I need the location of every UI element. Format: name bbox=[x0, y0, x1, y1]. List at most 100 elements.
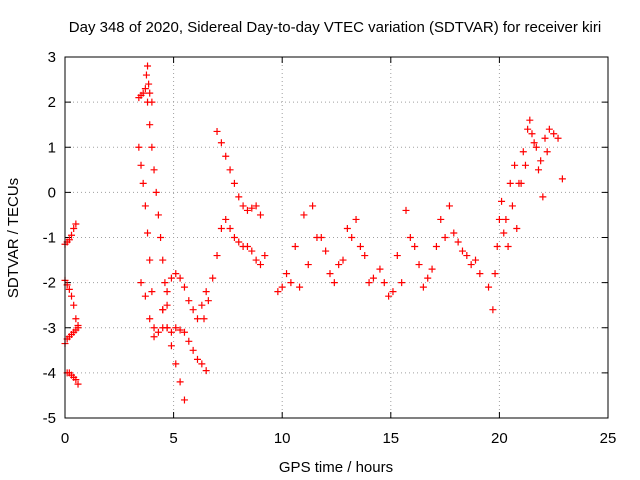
y-tick-label: 0 bbox=[48, 184, 56, 201]
y-axis-label: SDTVAR / TECUs bbox=[5, 178, 22, 298]
data-point-marker bbox=[193, 315, 201, 323]
data-point-marker bbox=[74, 380, 82, 388]
data-point-marker bbox=[489, 306, 497, 314]
data-point-marker bbox=[144, 98, 152, 106]
data-point-marker bbox=[148, 143, 156, 151]
data-point-marker bbox=[150, 166, 158, 174]
data-point-marker bbox=[148, 288, 156, 296]
data-point-marker bbox=[137, 161, 145, 169]
grid bbox=[65, 57, 608, 418]
data-point-marker bbox=[152, 188, 160, 196]
data-point-marker bbox=[144, 229, 152, 237]
data-point-marker bbox=[235, 238, 243, 246]
data-point-marker bbox=[243, 206, 251, 214]
data-point-marker bbox=[541, 134, 549, 142]
data-point-marker bbox=[217, 139, 225, 147]
data-point-marker bbox=[402, 206, 410, 214]
data-point-marker bbox=[415, 261, 423, 269]
data-point-marker bbox=[163, 288, 171, 296]
data-point-marker bbox=[441, 234, 449, 241]
y-tick-label: 3 bbox=[48, 49, 56, 66]
data-point-marker bbox=[532, 143, 540, 151]
data-point-marker bbox=[198, 301, 206, 309]
data-point-marker bbox=[463, 252, 471, 260]
data-point-marker bbox=[493, 243, 501, 251]
data-point-marker bbox=[172, 270, 180, 278]
data-point-marker bbox=[230, 179, 238, 187]
data-point-marker bbox=[550, 130, 558, 138]
x-tick-label: 5 bbox=[169, 430, 177, 447]
data-point-marker bbox=[172, 360, 180, 368]
data-point-marker bbox=[252, 202, 260, 210]
data-point-marker bbox=[313, 234, 321, 241]
data-point-marker bbox=[252, 256, 260, 264]
data-point-marker bbox=[256, 261, 264, 269]
data-point-marker bbox=[330, 279, 338, 287]
y-tick-label: -3 bbox=[43, 320, 56, 337]
data-point-marker bbox=[154, 211, 162, 219]
data-point-marker bbox=[193, 355, 201, 363]
data-point-marker bbox=[398, 279, 406, 287]
data-point-marker bbox=[304, 261, 312, 269]
x-tick-label: 0 bbox=[61, 430, 69, 447]
data-point-marker bbox=[432, 243, 440, 251]
data-point-marker bbox=[167, 274, 175, 282]
data-point-marker bbox=[189, 346, 197, 354]
data-point-marker bbox=[159, 256, 167, 264]
data-point-marker bbox=[343, 224, 351, 232]
data-point-marker bbox=[68, 292, 76, 300]
data-point-marker bbox=[506, 179, 514, 187]
data-point-marker bbox=[146, 89, 154, 97]
data-point-marker bbox=[213, 252, 221, 260]
data-point-marker bbox=[361, 252, 369, 260]
data-point-marker bbox=[485, 283, 493, 291]
plot-frame bbox=[64, 56, 609, 419]
data-point-marker bbox=[239, 202, 247, 210]
data-point-marker bbox=[226, 224, 234, 232]
data-point-marker bbox=[142, 71, 150, 79]
data-point-marker bbox=[543, 148, 551, 156]
data-point-marker bbox=[72, 220, 80, 228]
data-point-marker bbox=[365, 279, 373, 287]
data-point-marker bbox=[163, 324, 171, 332]
data-point-marker bbox=[508, 202, 516, 210]
data-point-marker bbox=[198, 360, 206, 368]
data-point-marker bbox=[283, 270, 291, 278]
data-point-marker bbox=[176, 326, 184, 334]
data-point-marker bbox=[72, 376, 80, 384]
data-point-marker bbox=[424, 274, 432, 282]
x-tick-label: 15 bbox=[382, 430, 399, 447]
x-tick-label: 20 bbox=[491, 430, 508, 447]
data-point-marker bbox=[458, 247, 466, 255]
data-point-marker bbox=[141, 85, 149, 93]
data-point-marker bbox=[167, 328, 175, 336]
data-point-marker bbox=[537, 157, 545, 165]
data-point-marker bbox=[291, 243, 299, 251]
data-point-marker bbox=[369, 274, 377, 282]
data-point-marker bbox=[467, 261, 475, 269]
x-axis-label: GPS time / hours bbox=[279, 459, 393, 476]
data-point-marker bbox=[139, 179, 147, 187]
data-point-marker bbox=[176, 274, 184, 282]
data-point-marker bbox=[161, 279, 169, 287]
data-point-marker bbox=[202, 367, 210, 375]
data-point-marker bbox=[256, 211, 264, 219]
data-point-marker bbox=[180, 396, 188, 404]
data-point-marker bbox=[287, 279, 295, 287]
data-point-marker bbox=[248, 204, 256, 212]
data-point-marker bbox=[348, 234, 356, 241]
data-point-marker bbox=[135, 143, 143, 151]
data-point-marker bbox=[513, 224, 521, 232]
data-point-marker bbox=[500, 229, 508, 237]
data-point-marker bbox=[163, 301, 171, 309]
data-point-marker bbox=[521, 161, 529, 169]
data-point-marker bbox=[504, 243, 512, 251]
data-point-marker bbox=[226, 166, 234, 174]
data-point-marker bbox=[534, 166, 542, 174]
y-tick-label: -1 bbox=[43, 230, 56, 247]
data-point-marker bbox=[141, 202, 149, 210]
data-point-marker bbox=[558, 175, 566, 183]
y-tick-label: 1 bbox=[48, 139, 56, 156]
chart-title: Day 348 of 2020, Sidereal Day-to-day VTE… bbox=[69, 19, 601, 36]
data-point-marker bbox=[554, 134, 562, 142]
